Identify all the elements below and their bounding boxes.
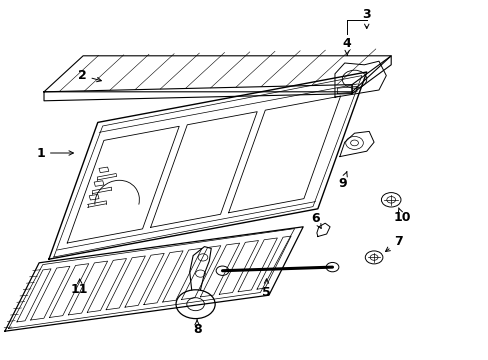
Text: 5: 5 <box>262 279 270 299</box>
Text: 6: 6 <box>310 212 321 228</box>
Bar <box>94 181 104 186</box>
Text: 8: 8 <box>192 320 201 336</box>
Text: 2: 2 <box>78 69 101 82</box>
Text: 1: 1 <box>36 147 73 159</box>
Text: 11: 11 <box>71 279 88 296</box>
Text: 7: 7 <box>385 235 402 252</box>
Text: 10: 10 <box>392 208 410 224</box>
Bar <box>89 194 99 200</box>
Text: 4: 4 <box>342 37 351 55</box>
Circle shape <box>325 262 338 272</box>
Text: 3: 3 <box>362 8 370 28</box>
Bar <box>99 167 109 173</box>
Circle shape <box>216 266 228 275</box>
Text: 9: 9 <box>337 172 346 190</box>
